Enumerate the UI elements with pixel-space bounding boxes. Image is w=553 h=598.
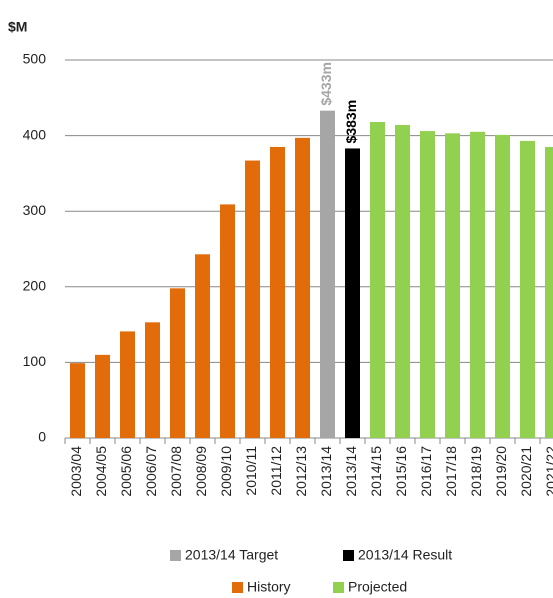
- bar: [70, 363, 85, 438]
- legend-label: History: [247, 579, 291, 595]
- y-tick-label: 400: [23, 126, 47, 142]
- bar: [545, 146, 553, 438]
- legend-swatch: [170, 550, 181, 561]
- bar: [220, 204, 235, 438]
- x-tick-label: 2008/09: [193, 446, 209, 497]
- bar: [95, 354, 110, 438]
- x-tick-label: 2019/20: [493, 446, 509, 497]
- x-tick-label: 2003/04: [68, 446, 84, 497]
- legend-label: 2013/14 Target: [185, 547, 278, 563]
- bar: [445, 133, 460, 438]
- x-tick-label: 2006/07: [143, 446, 159, 497]
- legend-label: Projected: [348, 579, 407, 595]
- bar: [370, 121, 385, 438]
- legend-swatch: [232, 582, 243, 593]
- x-tick-label: 2020/21: [518, 446, 534, 497]
- bar: [245, 160, 260, 438]
- legend-swatch: [343, 550, 354, 561]
- bar: [270, 146, 285, 438]
- x-tick-label: 2021/22: [543, 446, 553, 497]
- legend-swatch: [333, 582, 344, 593]
- bar: [395, 125, 410, 439]
- data-label: $433m: [318, 62, 334, 106]
- y-axis-title: $M: [8, 19, 27, 35]
- bar: [320, 110, 335, 438]
- bar: [420, 131, 435, 438]
- x-tick-label: 2005/06: [118, 446, 134, 497]
- y-tick-label: 100: [23, 353, 47, 369]
- bar: [495, 134, 510, 438]
- bar: [170, 288, 185, 438]
- bar: [195, 254, 210, 438]
- y-tick-label: 200: [23, 278, 47, 294]
- y-tick-label: 300: [23, 202, 47, 218]
- x-tick-label: 2014/15: [368, 446, 384, 497]
- y-tick-label: 0: [38, 429, 46, 445]
- bar: [470, 131, 485, 438]
- x-tick-label: 2007/08: [168, 446, 184, 497]
- bar: [145, 322, 160, 438]
- x-tick-label: 2018/19: [468, 446, 484, 497]
- bar: [120, 331, 135, 438]
- x-tick-label: 2015/16: [393, 446, 409, 497]
- x-tick-label: 2010/11: [243, 446, 259, 496]
- x-tick-label: 2009/10: [218, 446, 234, 497]
- x-tick-label: 2013/14: [343, 446, 359, 497]
- x-tick-label: 2016/17: [418, 446, 434, 497]
- x-tick-label: 2017/18: [443, 446, 459, 497]
- bar: [295, 137, 310, 439]
- x-tick-label: 2004/05: [93, 446, 109, 497]
- x-tick-label: 2012/13: [293, 446, 309, 497]
- legend-label: 2013/14 Result: [358, 547, 452, 563]
- x-tick-label: 2011/12: [268, 446, 284, 496]
- bar: [345, 148, 360, 438]
- data-label: $383m: [343, 100, 359, 144]
- y-tick-label: 500: [23, 51, 47, 67]
- x-tick-label: 2013/14: [318, 446, 334, 497]
- bar: [520, 140, 535, 438]
